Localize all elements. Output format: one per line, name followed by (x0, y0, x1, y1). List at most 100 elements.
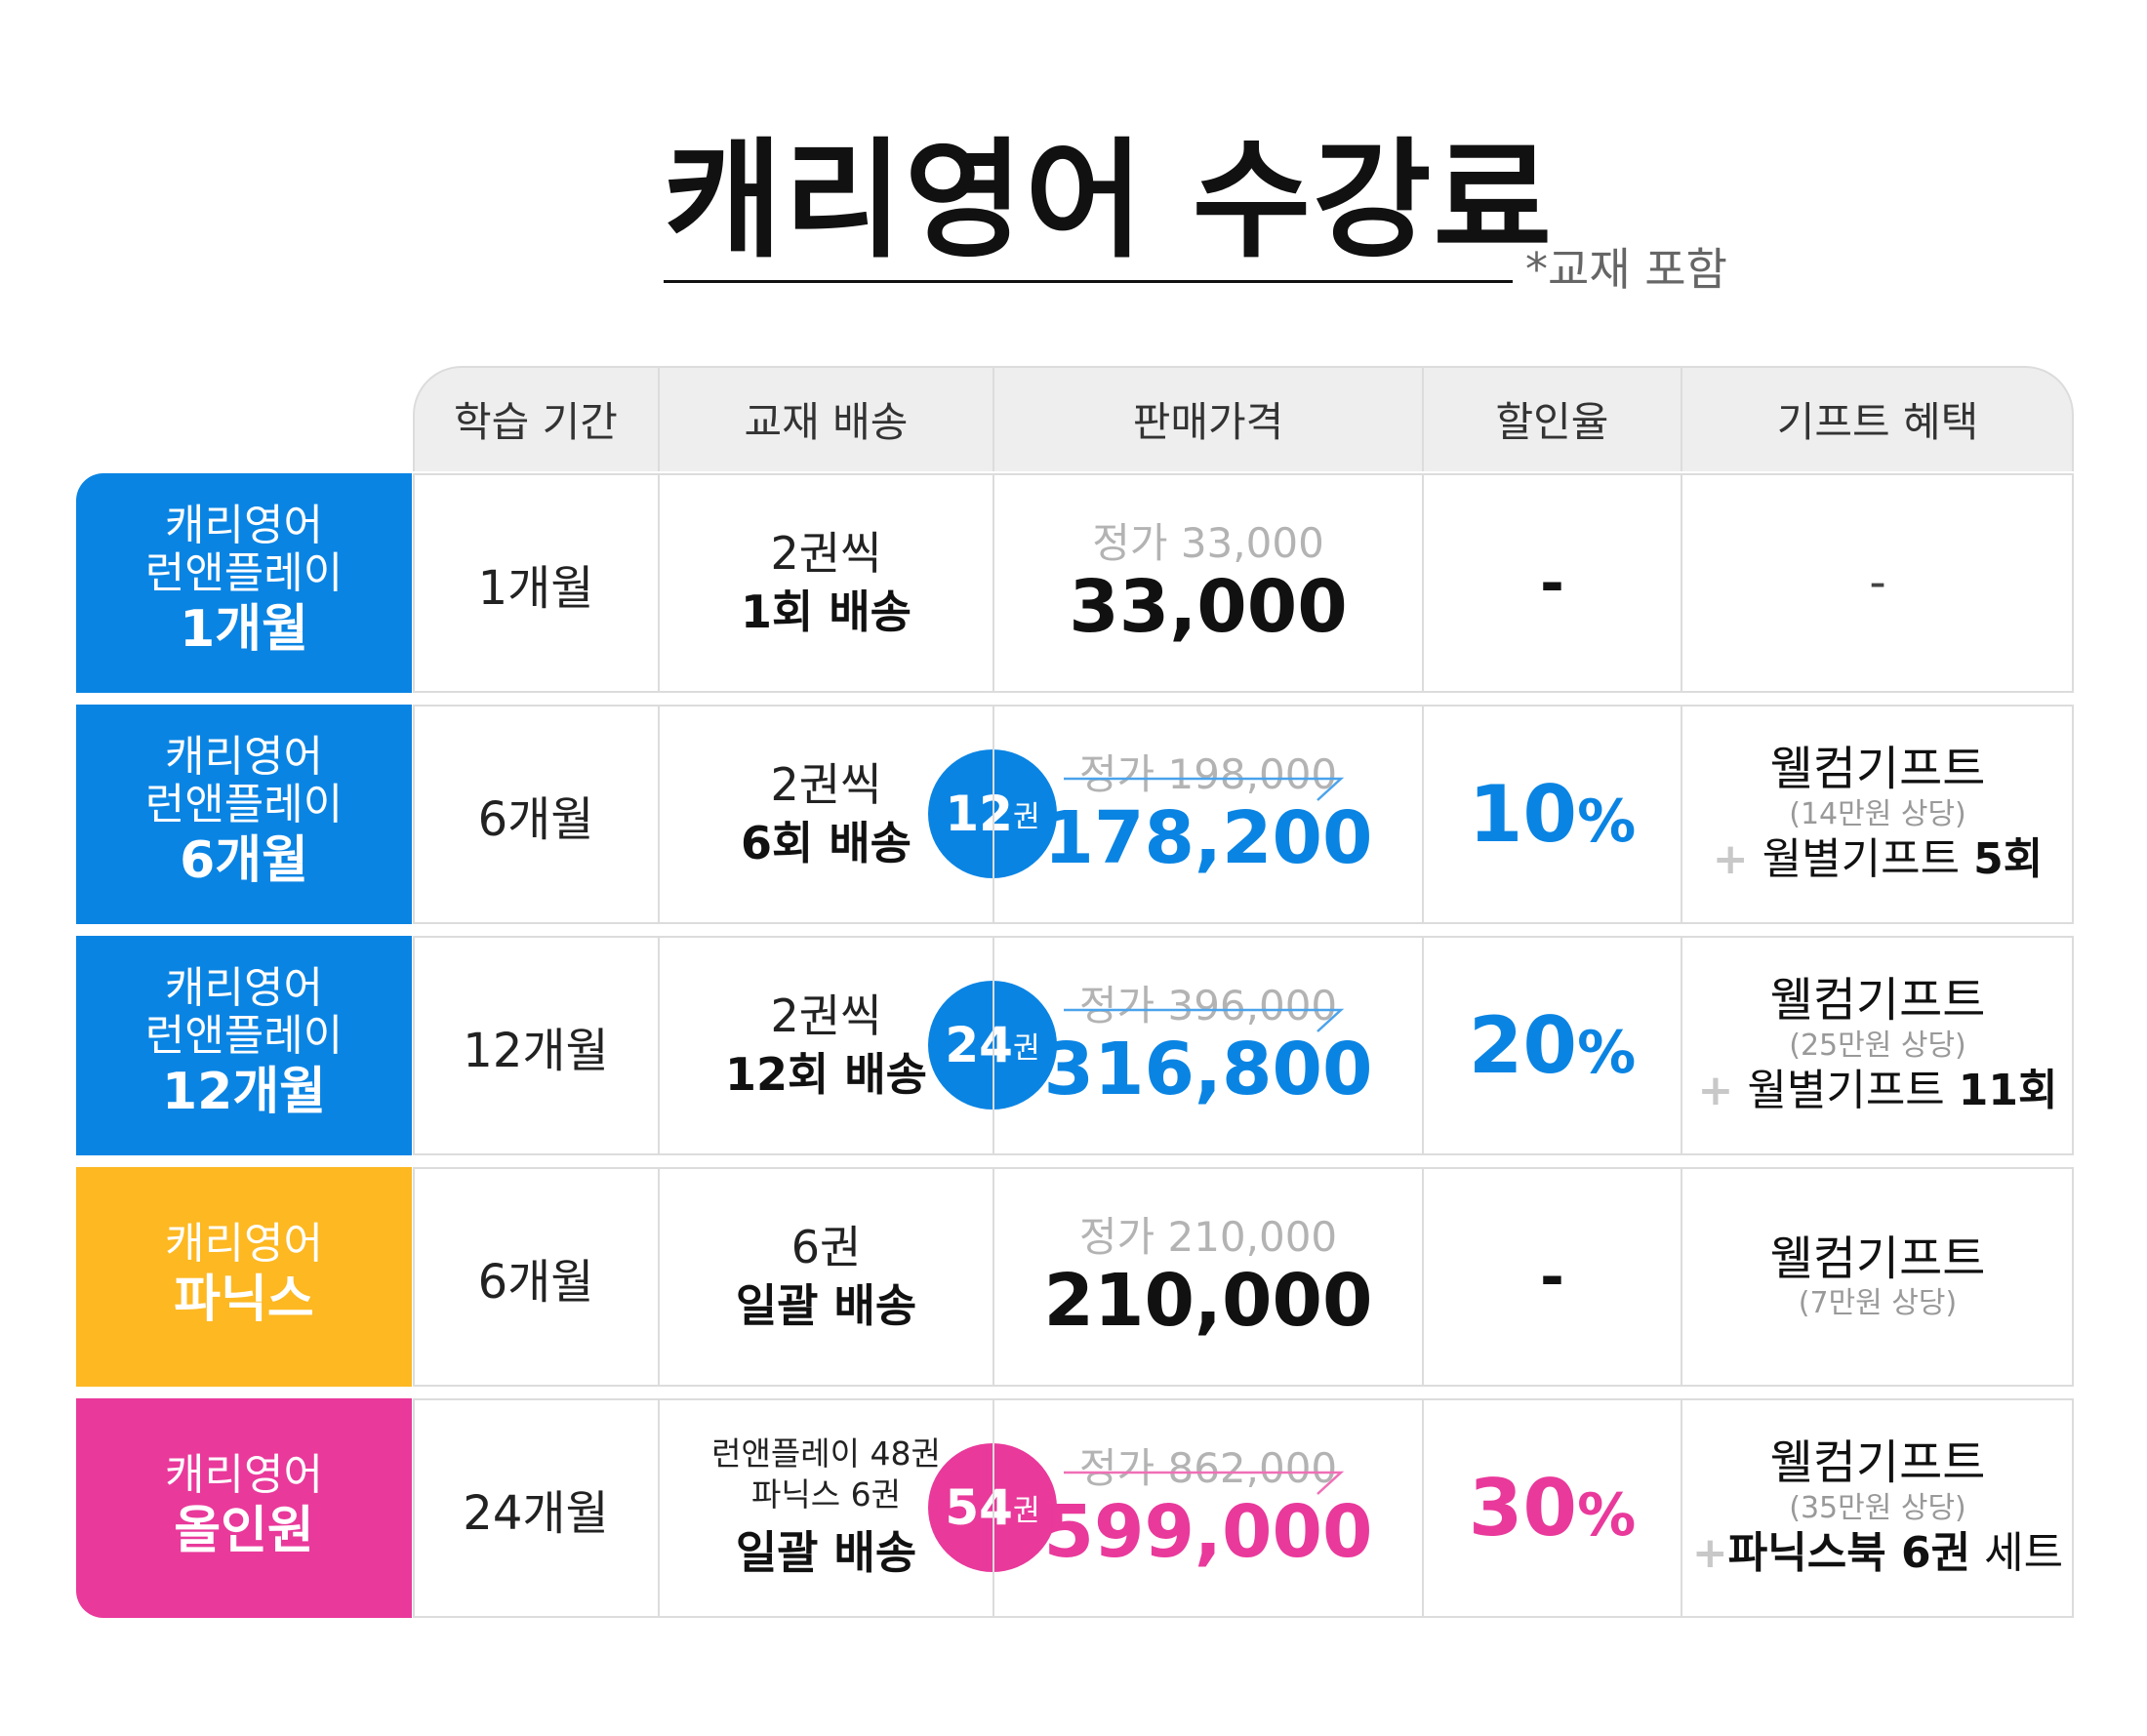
sale-price: 599,000 (1043, 1490, 1373, 1574)
strikethrough-mark (1064, 1471, 1345, 1495)
plan-label: 캐리영어 런앤플레이 1개월 (76, 473, 412, 693)
period-cell: 24개월 (413, 1398, 659, 1618)
monthly-gift-label: 월별기프트 (1762, 833, 1961, 884)
gift-value: (14만원 상당) (1789, 796, 1966, 831)
phonics-book-set: +파닉스북 6권 세트 (1692, 1526, 2063, 1580)
col-divider (658, 1398, 660, 1618)
plan-label: 캐리영어 파닉스 (76, 1167, 412, 1387)
plan-product: 런앤플레이 (144, 547, 344, 598)
badge-number: 12 (945, 786, 1013, 842)
strikethrough-mark (1064, 1008, 1345, 1032)
shipping-cell: 2권씩 6회 배송 (659, 705, 993, 924)
discount-rate: 20% (1469, 1006, 1637, 1087)
col-divider (658, 705, 660, 924)
row-frame (413, 936, 2074, 1155)
original-price: 정가 198,000 (1078, 749, 1338, 798)
col-divider (992, 936, 994, 1155)
period-value: 24개월 (463, 1485, 609, 1541)
row-frame (413, 705, 2074, 924)
col-divider (658, 936, 660, 1155)
page-title-wrap: 캐리영어 수강료 (664, 137, 1554, 265)
header-period: 학습 기간 (454, 397, 618, 446)
gift-value: (25만원 상당) (1789, 1028, 1966, 1063)
header-divider (992, 366, 994, 471)
shipping-qty: 6권 (790, 1220, 862, 1273)
welcome-gift: 웰컴기프트 (1769, 973, 1986, 1029)
original-price: 정가 396,000 (1078, 981, 1338, 1029)
col-divider (1422, 1167, 1424, 1387)
shipping-cell: 런앤플레이 48권 파닉스 6권 일괄 배송 (659, 1398, 993, 1618)
gift-cell: 웰컴기프트 (25만원 상당) + 월별기프트 11회 (1681, 936, 2074, 1155)
plus-icon: + (1691, 1527, 1728, 1578)
shipping-qty: 2권씩 (770, 757, 882, 811)
table-row: 캐리영어 파닉스 6개월 6권 일괄 배송 정가 210,000 210,000… (76, 1167, 2074, 1387)
header-price: 판매가격 (1132, 397, 1284, 446)
welcome-gift: 웰컴기프트 (1769, 1435, 1986, 1491)
plan-label: 캐리영어 런앤플레이 12개월 (76, 936, 412, 1155)
shipping-cell: 2권씩 12회 배송 (659, 936, 993, 1155)
col-divider (992, 1398, 994, 1618)
shipping-schedule: 6회 배송 (741, 816, 911, 869)
col-divider (1681, 936, 1682, 1155)
title-note: *교재 포함 (1525, 243, 1727, 296)
page-title: 캐리영어 수강료 (664, 126, 1555, 276)
period-value: 12개월 (463, 1023, 609, 1078)
shipping-schedule: 일괄 배송 (735, 1525, 917, 1579)
monthly-gift-count: 11회 (1958, 1065, 2058, 1115)
original-price: 정가 862,000 (1078, 1443, 1338, 1492)
header-shipping: 교재 배송 (744, 397, 909, 446)
col-divider (1422, 705, 1424, 924)
discount-number: 20 (1468, 999, 1578, 1091)
discount-none: - (1540, 1242, 1564, 1312)
plan-label: 캐리영어 런앤플레이 6개월 (76, 705, 412, 924)
col-divider (992, 705, 994, 924)
plan-brand: 캐리영어 (165, 963, 323, 1014)
discount-none: - (1540, 548, 1564, 618)
plan-product: 런앤플레이 (144, 1010, 344, 1061)
original-price: 정가 210,000 (1078, 1212, 1338, 1261)
monthly-gift-label: 월별기프트 (1747, 1065, 1945, 1115)
welcome-gift: 웰컴기프트 (1769, 742, 1986, 797)
discount-number: 30 (1468, 1462, 1578, 1554)
gift-cell: 웰컴기프트 (35만원 상당) +파닉스북 6권 세트 (1681, 1398, 2074, 1618)
price-cell: 정가 33,000 33,000 (993, 473, 1423, 693)
price-cell: 정가 210,000 210,000 (993, 1167, 1423, 1387)
table-row: 캐리영어 올인원 24개월 런앤플레이 48권 파닉스 6권 일괄 배송 54 권… (76, 1398, 2074, 1618)
period-value: 1개월 (477, 560, 594, 616)
sale-price: 33,000 (1069, 565, 1348, 649)
shipping-cell: 6권 일괄 배송 (659, 1167, 993, 1387)
header-gift: 기프트 혜택 (1776, 397, 1979, 446)
col-divider (992, 473, 994, 693)
header-discount: 할인율 (1495, 397, 1609, 446)
plus-icon: + (1712, 833, 1749, 884)
discount-cell: 20% (1423, 936, 1681, 1155)
shipping-schedule: 12회 배송 (725, 1047, 927, 1101)
shipping-schedule: 일괄 배송 (735, 1278, 917, 1332)
percent-sign: % (1577, 1018, 1637, 1087)
monthly-gift-count: 5회 (1973, 833, 2044, 884)
plan-duration: 6개월 (180, 831, 308, 891)
period-cell: 6개월 (413, 705, 659, 924)
plan-brand: 캐리영어 (165, 1218, 323, 1269)
discount-cell: 10% (1423, 705, 1681, 924)
gift-cell: - (1681, 473, 2074, 693)
original-price: 정가 33,000 (1092, 518, 1324, 567)
sale-price: 178,200 (1043, 796, 1373, 880)
plan-product: 런앤플레이 (144, 779, 344, 829)
row-frame (413, 1398, 2074, 1618)
strikethrough-mark (1064, 777, 1345, 801)
discount-cell: 30% (1423, 1398, 1681, 1618)
col-divider (1681, 473, 1682, 693)
period-cell: 1개월 (413, 473, 659, 693)
badge-unit: 권 (1012, 1494, 1040, 1528)
period-value: 6개월 (477, 1254, 594, 1310)
percent-sign: % (1577, 1480, 1637, 1550)
col-divider (1422, 936, 1424, 1155)
shipping-qty: 2권씩 (770, 989, 882, 1042)
price-cell: 정가 198,000 178,200 (993, 705, 1423, 924)
percent-sign: % (1577, 787, 1637, 856)
period-cell: 12개월 (413, 936, 659, 1155)
monthly-gift: + 월별기프트 11회 (1698, 1064, 2058, 1117)
set-label: 세트 (1984, 1527, 2064, 1578)
period-cell: 6개월 (413, 1167, 659, 1387)
